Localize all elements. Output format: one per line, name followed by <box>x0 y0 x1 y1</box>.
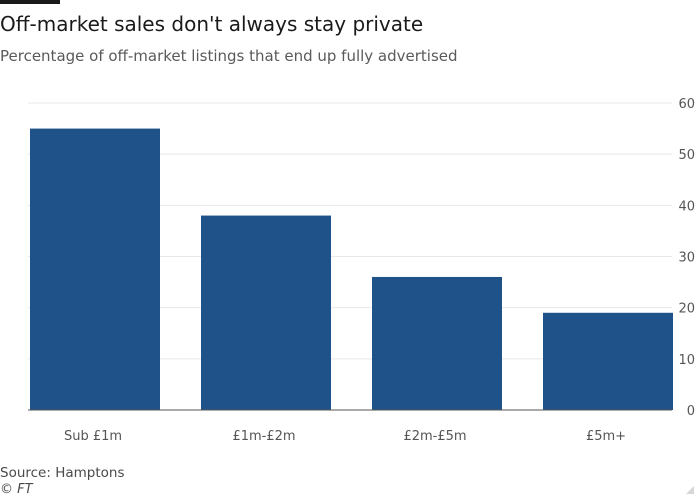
chart-subtitle: Percentage of off-market listings that e… <box>0 47 458 65</box>
source-note: Source: Hamptons <box>0 465 125 481</box>
y-tick-label: 40 <box>678 199 695 214</box>
y-tick-labels: 0 10 20 30 40 50 60 <box>678 97 695 419</box>
x-tick-labels: Sub £1m £1m-£2m £2m-£5m £5m+ <box>64 429 626 444</box>
x-tick-label: £1m-£2m <box>232 429 295 444</box>
copyright-note: © FT <box>0 482 33 497</box>
brand-bar <box>0 0 60 4</box>
y-tick-label: 20 <box>678 302 695 317</box>
y-tick-label: 50 <box>678 148 695 163</box>
bar <box>30 128 160 411</box>
x-tick-label: £2m-£5m <box>403 429 466 444</box>
bar <box>201 215 331 410</box>
y-tick-label: 10 <box>678 353 695 368</box>
bar <box>543 312 673 410</box>
chart-title: Off-market sales don't always stay priva… <box>0 12 424 36</box>
bar-chart: 0 10 20 30 40 50 60 Sub £1m £1m-£2m £2m-£5m £5m+ <box>28 97 695 444</box>
y-tick-label: 30 <box>678 251 695 266</box>
bar <box>372 276 502 410</box>
y-tick-label: 60 <box>678 97 695 112</box>
x-tick-label: Sub £1m <box>64 429 122 444</box>
bars <box>30 128 673 411</box>
y-tick-label: 0 <box>687 404 695 419</box>
corner-resize-icon <box>686 486 694 494</box>
x-tick-label: £5m+ <box>586 429 626 444</box>
